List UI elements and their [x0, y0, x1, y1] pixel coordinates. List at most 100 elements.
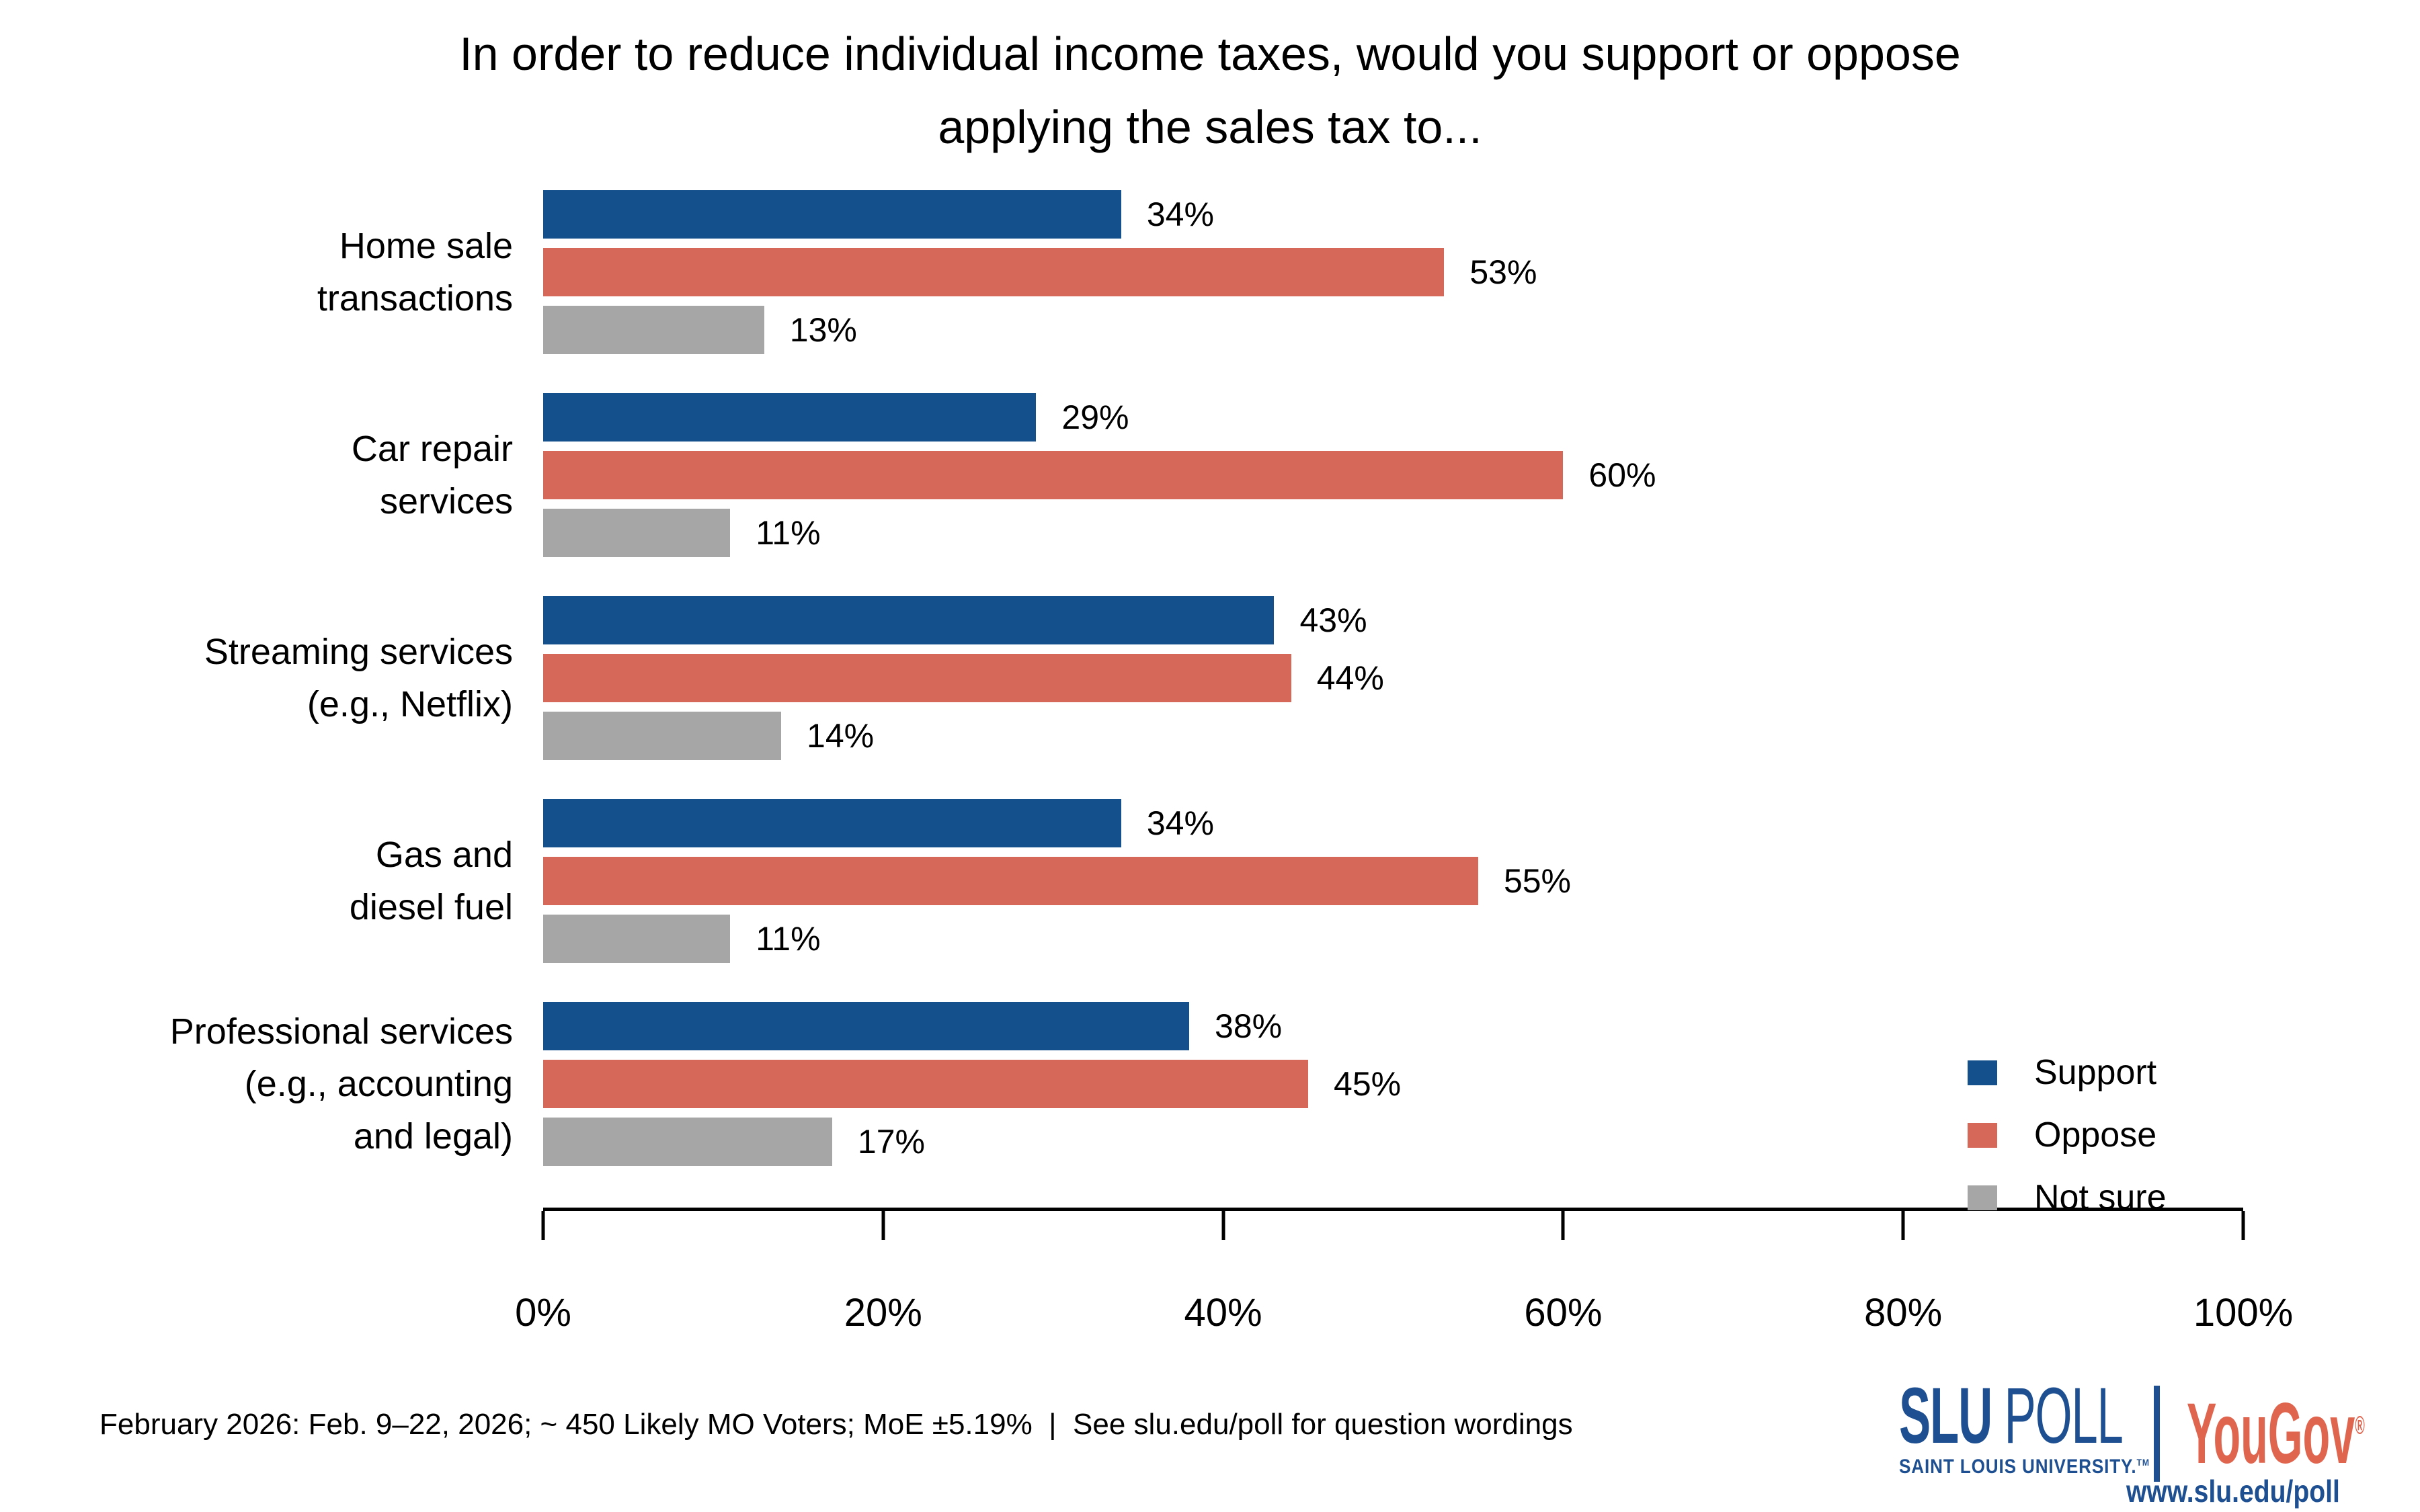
category-bars: 34% 53% 13% [543, 190, 2243, 354]
category-bars: 38% 45% 17% [543, 1002, 2243, 1166]
axis-tick-mark [2241, 1211, 2245, 1240]
bar-value-label: 53% [1469, 253, 1537, 291]
bar-oppose [543, 248, 1445, 296]
slu-poll-logo: SLU POLL [1899, 1376, 2124, 1456]
chart-title-line1: In order to reduce individual income tax… [459, 28, 1961, 80]
bar-row: 45% [543, 1060, 2243, 1108]
chart-title: In order to reduce individual income tax… [0, 17, 2420, 163]
footnote: February 2026: Feb. 9–22, 2026; ~ 450 Li… [99, 1408, 1573, 1441]
bar-not-sure [543, 1118, 832, 1166]
legend-item: Oppose [1968, 1115, 2167, 1155]
legend-item: Support [1968, 1052, 2167, 1093]
axis-tick-mark [881, 1211, 885, 1240]
yougov-text: YouGov [2187, 1386, 2355, 1482]
bar-oppose [543, 1060, 1309, 1108]
category-group: Home sale transactions 34% 53% 13% [0, 190, 2243, 354]
chart-title-line2: applying the sales tax to... [938, 100, 1482, 153]
bar-value-label: 14% [807, 717, 875, 755]
bar-row: 34% [543, 190, 2243, 239]
slu-university-text: SAINT LOUIS UNIVERSITY. [1899, 1456, 2137, 1478]
legend-swatch [1968, 1185, 1997, 1210]
bar-row: 14% [543, 712, 2243, 760]
legend-item: Not sure [1968, 1177, 2167, 1218]
bar-row: 53% [543, 248, 2243, 296]
category-bars: 29% 60% 11% [543, 393, 2243, 557]
slu-university-wordmark: SAINT LOUIS UNIVERSITY.TM [1899, 1456, 2150, 1478]
bar-not-sure [543, 306, 764, 354]
bar-row: 17% [543, 1118, 2243, 1166]
bar-support [543, 393, 1037, 442]
slu-poll-logo-poll: POLL [1992, 1372, 2123, 1460]
axis-tick-label: 0% [515, 1291, 571, 1335]
logo-divider [2154, 1386, 2160, 1482]
x-axis: 0% 20% 40% 60% 80% 100% [515, 1208, 2293, 1369]
bar-not-sure [543, 509, 731, 557]
bar-support [543, 1002, 1190, 1050]
category-group: Car repair services 29% 60% 11% [0, 393, 2243, 557]
bar-value-label: 34% [1146, 196, 1214, 233]
trademark-symbol: TM [2136, 1457, 2150, 1468]
axis-tick-label: 60% [1524, 1291, 1603, 1335]
bar-support [543, 190, 1121, 239]
bar-oppose [543, 857, 1478, 905]
category-group: Professional services (e.g., accounting … [0, 1002, 2243, 1166]
category-group: Gas and diesel fuel 34% 55% 11% [0, 799, 2243, 963]
axis-tick-label: 100% [2193, 1291, 2294, 1335]
legend-swatch [1968, 1060, 1997, 1085]
bar-row: 60% [543, 451, 2243, 499]
bar-value-label: 44% [1316, 659, 1384, 697]
category-label: Car repair services [351, 428, 513, 521]
category-label: Gas and diesel fuel [349, 834, 513, 927]
bar-oppose [543, 451, 1564, 499]
axis-tick-mark [1901, 1211, 1905, 1240]
bar-value-label: 13% [789, 311, 857, 349]
bar-support [543, 799, 1121, 847]
category-label: Home sale transactions [317, 225, 513, 319]
bar-row: 11% [543, 509, 2243, 557]
axis-tick-label: 80% [1864, 1291, 1943, 1335]
category-bars: 34% 55% 11% [543, 799, 2243, 963]
x-axis-line [543, 1208, 2243, 1211]
legend-label: Oppose [2034, 1116, 2157, 1154]
yougov-logo: YouGov® [2187, 1391, 2365, 1477]
bar-row: 29% [543, 393, 2243, 442]
category-group: Streaming services (e.g., Netflix) 43% 4… [0, 596, 2243, 760]
axis-tick-label: 40% [1184, 1291, 1262, 1335]
bar-value-label: 43% [1299, 601, 1367, 639]
legend-swatch [1968, 1122, 1997, 1148]
bar-value-label: 17% [857, 1123, 925, 1161]
category-bars: 43% 44% 14% [543, 596, 2243, 760]
bar-row: 34% [543, 799, 2243, 847]
slu-poll-logo-slu: SLU [1899, 1372, 1992, 1460]
bar-value-label: 55% [1503, 862, 1572, 900]
bar-row: 11% [543, 915, 2243, 963]
bar-row: 43% [543, 596, 2243, 644]
bar-row: 44% [543, 654, 2243, 702]
bar-row: 55% [543, 857, 2243, 905]
bar-value-label: 11% [756, 514, 821, 552]
legend-label: Not sure [2034, 1178, 2167, 1217]
bar-not-sure [543, 915, 731, 963]
registered-symbol: ® [2355, 1411, 2365, 1440]
axis-tick-mark [1221, 1211, 1225, 1240]
bar-value-label: 34% [1146, 804, 1214, 842]
category-label: Professional services (e.g., accounting … [169, 1011, 513, 1157]
bar-support [543, 596, 1275, 644]
legend-label: Support [2034, 1053, 2157, 1092]
bar-row: 13% [543, 306, 2243, 354]
axis-tick-mark [1561, 1211, 1565, 1240]
bar-not-sure [543, 712, 782, 760]
bar-value-label: 60% [1588, 456, 1656, 494]
bar-row: 38% [543, 1002, 2243, 1050]
bar-value-label: 29% [1061, 398, 1129, 436]
bar-oppose [543, 654, 1291, 702]
bar-chart: Home sale transactions 34% 53% 13% Car r… [0, 190, 2243, 1205]
slu-poll-url: www.slu.edu/poll [2126, 1474, 2340, 1509]
category-groups: Home sale transactions 34% 53% 13% Car r… [0, 190, 2243, 1166]
bar-value-label: 38% [1215, 1007, 1283, 1045]
bar-value-label: 45% [1334, 1065, 1402, 1103]
bar-value-label: 11% [756, 920, 821, 958]
legend: Support Oppose Not sure [1968, 1052, 2167, 1240]
axis-tick-mark [541, 1211, 545, 1240]
